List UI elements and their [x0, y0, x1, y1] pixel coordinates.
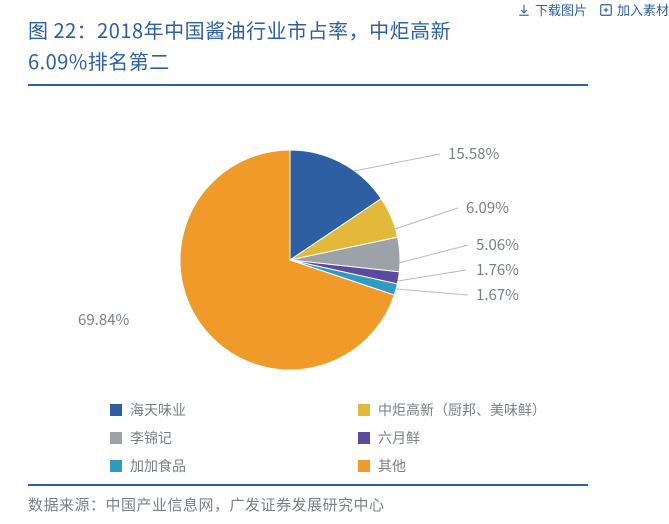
legend-swatch [358, 460, 370, 472]
pie-data-label: 15.58% [448, 143, 499, 164]
legend: 海天味业 中炬高新（厨邦、美味鲜） 李锦记 六月鲜加加食品 其他 [110, 400, 586, 476]
title-line-2: 6.09%排名第二 [28, 45, 588, 76]
add-icon [599, 3, 613, 17]
legend-swatch [110, 432, 122, 444]
legend-label: 六月鲜 [378, 428, 420, 448]
add-link[interactable]: 加入素材 [599, 0, 669, 19]
legend-item: 李锦记 [110, 428, 338, 448]
legend-item: 六月鲜 [358, 428, 586, 448]
title-line-1: 图 22：2018年中国酱油行业市占率，中炬高新 [28, 14, 588, 45]
title-rule [28, 84, 588, 86]
legend-item: 其他 [358, 456, 586, 476]
title-block: 图 22：2018年中国酱油行业市占率，中炬高新 6.09%排名第二 [28, 14, 588, 86]
pie-data-label: 5.06% [476, 234, 519, 255]
pie-data-label: 1.76% [476, 259, 519, 280]
legend-label: 海天味业 [130, 400, 186, 420]
pie-data-label: 69.84% [78, 309, 129, 330]
legend-swatch [358, 432, 370, 444]
leader-line [395, 208, 458, 229]
leader-line [398, 270, 466, 281]
legend-label: 其他 [378, 456, 406, 476]
pie-data-label: 6.09% [466, 197, 509, 218]
source-text: 数据来源：中国产业信息网，广发证券发展研究中心 [28, 494, 385, 515]
leader-line [399, 245, 468, 263]
legend-label: 加加食品 [130, 456, 186, 476]
legend-item: 中炬高新（厨邦、美味鲜） [358, 400, 586, 420]
bottom-rule [28, 484, 588, 486]
legend-label: 中炬高新（厨邦、美味鲜） [378, 400, 546, 420]
legend-swatch [110, 460, 122, 472]
legend-label: 李锦记 [130, 428, 172, 448]
legend-swatch [358, 404, 370, 416]
page-root: 下载图片 加入素材 图 22：2018年中国酱油行业市占率，中炬高新 6.09%… [0, 0, 669, 524]
pie-chart: 15.58% 6.09% 5.06% 1.76% 1.67% 69.84% [28, 105, 588, 405]
add-label: 加入素材 [617, 0, 669, 19]
leader-line [354, 154, 440, 171]
legend-swatch [110, 404, 122, 416]
pie-data-label: 1.67% [476, 284, 519, 305]
legend-item: 海天味业 [110, 400, 338, 420]
leader-line [396, 289, 468, 295]
legend-item: 加加食品 [110, 456, 338, 476]
